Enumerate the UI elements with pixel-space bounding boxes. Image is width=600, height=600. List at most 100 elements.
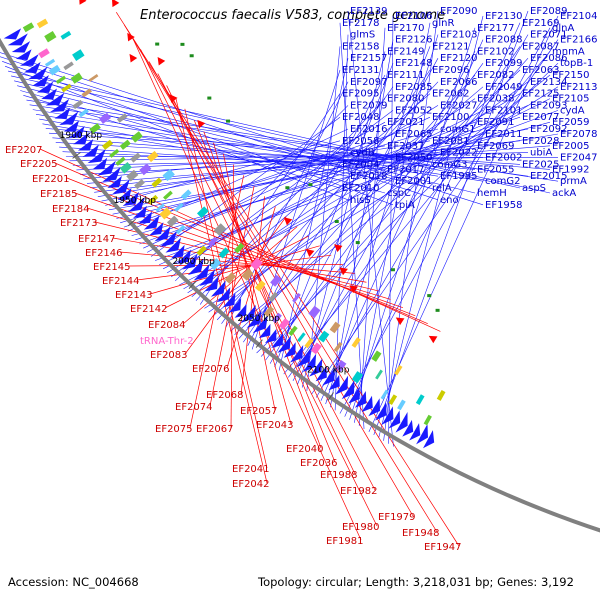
- genome-summary: Topology: circular; Length: 3,218,031 bp…: [258, 575, 574, 589]
- forward-gene-arrow: [335, 375, 349, 395]
- forward-gene-label: glmS: [350, 30, 375, 41]
- annotation-block: [196, 245, 207, 256]
- reverse-gene-arrow: [127, 32, 135, 42]
- connector-line: [383, 10, 439, 441]
- forward-gene-arrow: [199, 269, 215, 286]
- forward-gene-arrow: [92, 157, 108, 170]
- forward-gene-arrow: [348, 386, 360, 404]
- reverse-gene-label: EF2184: [52, 204, 90, 215]
- annotation-block: [213, 223, 227, 236]
- reverse-gene-arrow: [349, 285, 358, 294]
- forward-gene-arrow: [375, 402, 387, 421]
- reverse-gene-label: EF1948: [402, 528, 440, 539]
- forward-gene-label: EF2131: [342, 65, 380, 76]
- forward-gene-arrow: [210, 280, 226, 297]
- annotation-block: [388, 394, 398, 405]
- forward-gene-arrow: [138, 211, 153, 224]
- annotation-block: [126, 169, 139, 182]
- forward-gene-label: EF2025: [522, 159, 560, 170]
- forward-gene-label: EF1958: [485, 200, 523, 211]
- forward-gene-label: EF2055: [477, 164, 515, 175]
- forward-gene-arrow: [149, 222, 164, 236]
- forward-gene-label: EF2058: [342, 136, 380, 147]
- annotation-block: [44, 58, 56, 67]
- connector-line: [230, 164, 234, 429]
- annotation-block: [197, 206, 209, 219]
- forward-gene-label: EF2065: [395, 129, 433, 140]
- reverse-gene-label: EF2083: [150, 350, 188, 361]
- annotation-block: [109, 148, 120, 158]
- forward-gene-arrow: [246, 310, 262, 329]
- annotation-block: [134, 179, 145, 190]
- reverse-gene-label: EF2173: [60, 218, 98, 229]
- forward-gene-label: EF2004: [342, 159, 380, 170]
- scale-tick-label: 2000 kbp: [172, 257, 215, 267]
- annotation-block: [415, 394, 425, 406]
- annotation-block: [163, 190, 173, 200]
- connector-line: [306, 46, 341, 391]
- reverse-gene-label: EF2076: [192, 364, 230, 375]
- annotation-block: [371, 350, 382, 362]
- forward-gene-label: EF2157: [350, 53, 388, 64]
- reverse-gene-arrow: [283, 217, 293, 226]
- connector-line: [301, 51, 386, 388]
- connector-line: [278, 58, 349, 371]
- forward-gene-label: EF2047: [560, 153, 598, 164]
- forward-gene-label: EF2010: [342, 183, 380, 194]
- forward-gene-arrow: [59, 111, 79, 126]
- forward-gene-arrow: [36, 81, 54, 93]
- forward-gene-label: EF2113: [560, 82, 598, 93]
- forward-gene-label: eno: [440, 195, 459, 206]
- reverse-gene-label: EF2068: [206, 390, 244, 401]
- connector-line: [347, 10, 394, 447]
- reverse-gene-label: EF2041: [232, 464, 270, 475]
- forward-gene-arrow: [388, 410, 401, 429]
- connector-line: [115, 12, 460, 547]
- connector-line: [223, 153, 276, 411]
- forward-gene-arrow: [309, 358, 323, 377]
- forward-gene-arrow: [112, 179, 130, 194]
- forward-gene-label: EF2158: [342, 41, 380, 52]
- connector-line: [17, 85, 431, 189]
- connector-line: [193, 120, 336, 463]
- forward-gene-label: ackA: [552, 188, 576, 199]
- forward-gene-label: EF2001: [395, 176, 433, 187]
- reverse-gene-label: EF2042: [232, 479, 270, 490]
- forward-gene-label: EF2089: [530, 6, 568, 17]
- forward-gene-label: EF2177: [477, 23, 515, 34]
- annotation-block: [146, 150, 159, 163]
- forward-gene-arrow: [87, 148, 106, 164]
- forward-gene-arrow: [19, 54, 39, 66]
- forward-gene-label: hisS: [350, 195, 371, 206]
- annotation-block: [351, 371, 364, 384]
- annotation-block: [151, 177, 163, 188]
- forward-gene-label: EF2102: [477, 46, 515, 57]
- annotation-block: [155, 203, 165, 213]
- forward-gene-label: comG3: [432, 159, 467, 170]
- forward-gene-label: EF2111: [387, 70, 425, 81]
- forward-gene-label: cspC: [387, 188, 411, 199]
- reverse-gene-label: EF2142: [130, 304, 168, 315]
- forward-gene-label: EF2086: [530, 53, 568, 64]
- forward-gene-label: EF2103: [440, 30, 478, 41]
- annotation-block: [270, 274, 282, 287]
- annotation-block: [297, 332, 306, 343]
- connector-line: [59, 146, 386, 170]
- backbone-arc: [0, 37, 600, 533]
- annotation-block: [310, 342, 322, 355]
- annotation-block: [423, 414, 432, 426]
- forward-gene-label: relA: [432, 183, 452, 194]
- connector-line: [175, 105, 349, 282]
- reverse-gene-label: EF2146: [85, 248, 123, 259]
- scale-tick-label: 2100 kbp: [307, 366, 350, 376]
- reverse-gene-label: EF2205: [20, 159, 58, 170]
- connector-line: [35, 114, 439, 177]
- connector-line: [120, 128, 439, 224]
- forward-gene-arrow: [341, 380, 355, 400]
- forward-gene-arrow: [240, 304, 256, 323]
- reverse-gene-label: EF1947: [424, 542, 462, 553]
- rna-label: tRNA-Thr-2: [140, 336, 194, 347]
- orf-mark: [308, 183, 313, 187]
- annotation-block: [162, 168, 175, 182]
